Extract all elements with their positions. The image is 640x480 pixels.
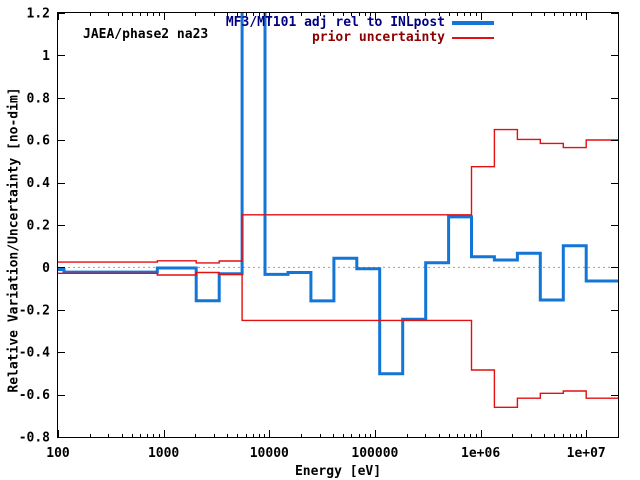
svg-text:100000: 100000	[351, 446, 398, 461]
y-axis-title: Relative Variation/Uncertainty [no-dim]	[6, 87, 22, 393]
svg-text:100: 100	[46, 446, 70, 461]
svg-text:1000: 1000	[148, 446, 179, 461]
plot-annotation: JAEA/phase2 na23	[83, 27, 209, 42]
svg-text:-0.4: -0.4	[19, 346, 50, 361]
series-line-prior-upper	[58, 128, 618, 264]
svg-text:0.2: 0.2	[27, 219, 50, 234]
svg-text:1e+06: 1e+06	[461, 446, 500, 461]
series-line-adjustment	[58, 13, 618, 376]
series-line-prior-lower	[58, 271, 618, 408]
svg-text:1e+07: 1e+07	[567, 446, 606, 461]
svg-text:1.2: 1.2	[27, 7, 50, 22]
svg-text:10000: 10000	[250, 446, 289, 461]
svg-text:0: 0	[42, 261, 50, 276]
axis-tick-labels: 100 1000 10000 100000 1e+06 1e+07 -0.8 -0.6 -0.4…	[19, 7, 606, 462]
svg-text:-0.2: -0.2	[19, 303, 50, 318]
svg-text:-0.8: -0.8	[19, 431, 50, 446]
axis-ticks	[58, 13, 618, 438]
legend-label-prior: prior uncertainty	[311, 30, 445, 45]
legend-line-sample-adjustment	[452, 20, 494, 25]
plot-border	[57, 12, 619, 438]
x-axis-title: Energy [eV]	[294, 464, 382, 479]
svg-text:0.6: 0.6	[27, 134, 51, 149]
legend-line-sample-prior	[452, 36, 494, 39]
legend-item-adjustment: MF3/MT101 adj rel to INLpost	[226, 15, 494, 30]
legend-label-adjustment: MF3/MT101 adj rel to INLpost	[225, 15, 445, 30]
legend-item-prior: prior uncertainty	[312, 30, 494, 45]
svg-text:0.4: 0.4	[27, 176, 51, 191]
svg-text:-0.6: -0.6	[19, 388, 50, 403]
svg-text:0.8: 0.8	[27, 91, 51, 106]
svg-text:1: 1	[42, 49, 50, 64]
